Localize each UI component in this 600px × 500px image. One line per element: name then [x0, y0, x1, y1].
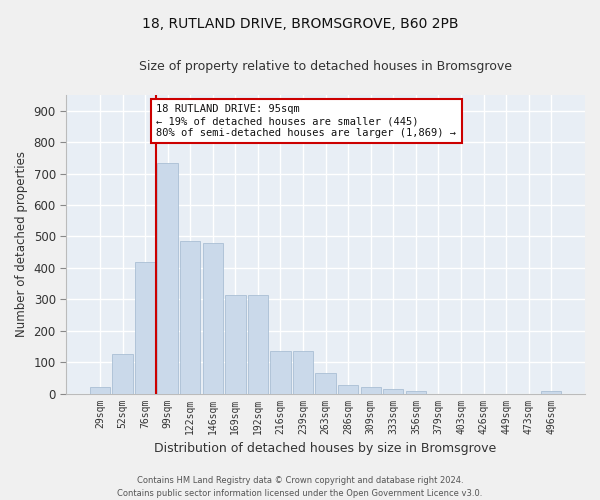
Y-axis label: Number of detached properties: Number of detached properties: [15, 152, 28, 338]
Bar: [135, 262, 155, 394]
Bar: [112, 354, 133, 394]
Bar: [90, 388, 110, 394]
Bar: [203, 242, 223, 394]
Text: 18, RUTLAND DRIVE, BROMSGROVE, B60 2PB: 18, RUTLAND DRIVE, BROMSGROVE, B60 2PB: [142, 18, 458, 32]
Title: Size of property relative to detached houses in Bromsgrove: Size of property relative to detached ho…: [139, 60, 512, 73]
X-axis label: Distribution of detached houses by size in Bromsgrove: Distribution of detached houses by size …: [154, 442, 497, 455]
Bar: [406, 391, 426, 394]
Bar: [248, 294, 268, 394]
Bar: [361, 386, 381, 394]
Bar: [316, 373, 336, 394]
Bar: [293, 351, 313, 394]
Text: 18 RUTLAND DRIVE: 95sqm
← 19% of detached houses are smaller (445)
80% of semi-d: 18 RUTLAND DRIVE: 95sqm ← 19% of detache…: [157, 104, 457, 138]
Bar: [338, 385, 358, 394]
Bar: [383, 389, 403, 394]
Text: Contains HM Land Registry data © Crown copyright and database right 2024.
Contai: Contains HM Land Registry data © Crown c…: [118, 476, 482, 498]
Bar: [271, 351, 290, 394]
Bar: [180, 241, 200, 394]
Bar: [541, 391, 562, 394]
Bar: [225, 294, 245, 394]
Bar: [157, 162, 178, 394]
